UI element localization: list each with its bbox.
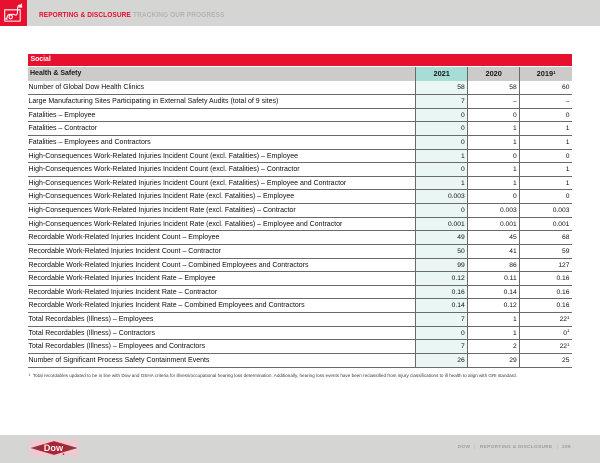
svg-text:Dow: Dow (43, 443, 63, 453)
